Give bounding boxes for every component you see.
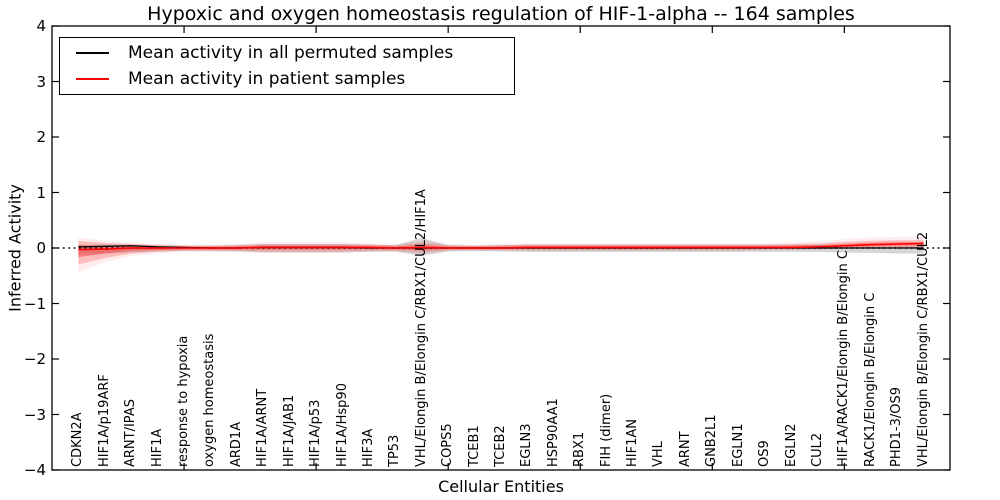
patient-mean-line — [78, 242, 924, 251]
permuted-line-swatch — [76, 52, 109, 55]
legend-item-permuted: Mean activity in all permuted samples — [76, 43, 514, 63]
x-axis-label: Cellular Entities — [438, 477, 564, 496]
legend-item-patient: Mean activity in patient samples — [76, 69, 514, 89]
permuted-ci-band — [78, 238, 924, 256]
patient-line-swatch — [76, 77, 109, 80]
legend-label-permuted: Mean activity in all permuted samples — [128, 43, 454, 64]
chart-title: Hypoxic and oxygen homeostasis regulatio… — [147, 3, 855, 25]
legend: Mean activity in all permuted samples Me… — [59, 37, 515, 95]
legend-label-patient: Mean activity in patient samples — [128, 68, 406, 89]
patient-ci-halo — [78, 236, 924, 273]
patient-ci-band — [78, 240, 924, 265]
